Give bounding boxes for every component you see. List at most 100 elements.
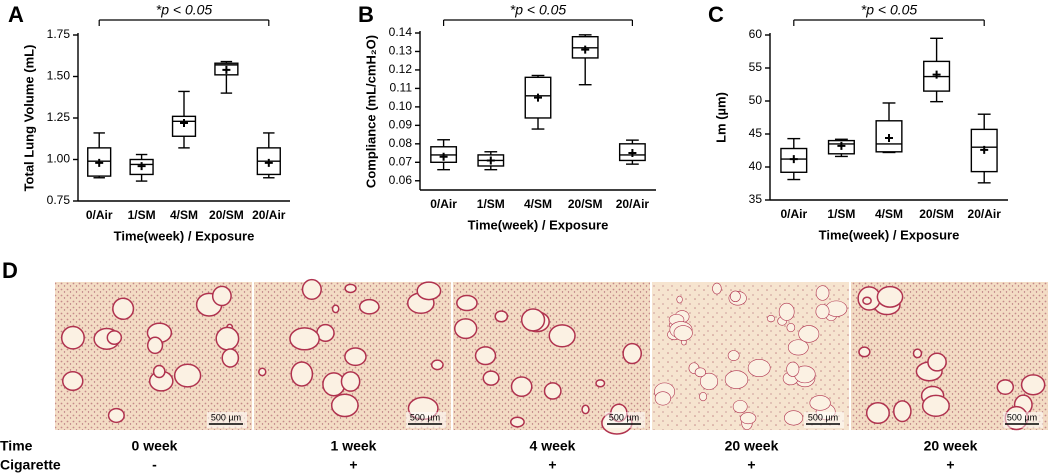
airspace [876,285,904,308]
y-tick-label: 0.11 [390,81,413,95]
airspace [106,330,123,345]
airspace [784,410,804,426]
mean-marker [486,156,495,165]
row-value: 0 week [132,438,178,454]
airspace [815,285,830,301]
y-axis-label: Lm (µm) [713,92,728,143]
airspace [456,294,478,312]
row-label: Time [0,438,33,454]
row-value: + [349,457,357,473]
airspace [146,336,164,355]
y-tick-label: 0.06 [389,173,413,187]
airspace [430,359,444,371]
row-value: + [747,457,755,473]
airspace [694,367,706,378]
y-tick-label: 35 [749,192,763,206]
significance-label: *p < 0.05 [510,2,567,18]
x-tick-label: 0/Air [86,208,113,222]
airspace [301,278,322,301]
mean-marker [534,93,542,102]
scale-bar-label: 500 µm [211,412,241,422]
row-value: 1 week [331,438,377,454]
x-tick-label: 20/SM [919,207,954,221]
x-axis-label: Time(week) / Exposure [114,228,255,243]
airspace [344,283,357,294]
airspace [221,348,240,368]
airspace [215,326,240,351]
airspace [712,282,722,295]
x-tick-label: 4/SM [170,208,198,222]
airspace [724,370,749,389]
airspace [61,370,84,392]
airspace [581,404,590,415]
row-label: Cigarette [0,457,61,473]
significance-label: *p < 0.05 [156,2,213,18]
mean-marker [885,133,893,142]
airspace [60,325,85,350]
airspace [676,295,683,304]
airspace [453,318,478,340]
mean-marker [180,118,188,127]
airspace [766,315,776,323]
airspace [258,367,267,377]
airspace [340,371,361,392]
airspace [1020,374,1046,396]
airspace [107,407,125,424]
panel-label: D [2,258,18,283]
y-tick-label: 0.13 [389,44,413,58]
airspace [815,304,830,319]
y-tick-label: 60 [749,27,763,41]
y-tick-label: 40 [749,159,763,173]
y-tick-label: 0.08 [389,136,413,150]
significance-label: *p < 0.05 [861,2,918,18]
airspace [858,346,871,358]
airspace [912,348,923,359]
row-value: + [548,457,556,473]
airspace [510,376,533,397]
airspace [862,296,872,305]
airspace [927,352,947,372]
airspace [211,285,232,307]
airspace [809,395,831,411]
airspace [331,304,340,314]
airspace [622,342,643,365]
y-tick-label: 0.75 [47,193,71,207]
x-tick-label: 20/Air [252,208,286,222]
x-tick-label: 20/Air [968,207,1002,221]
mean-marker [628,149,637,158]
airspace [543,382,562,400]
scale-bar-label: 500 µm [609,412,639,422]
mean-marker [980,145,989,154]
y-axis-label: Total Lung Volume (mL) [21,45,36,192]
airspace [654,391,671,406]
airspace [173,363,202,388]
panel-label: B [358,2,374,27]
airspace [494,310,509,323]
airspace [548,324,576,348]
airspace [699,372,719,390]
y-tick-label: 50 [749,93,763,107]
y-tick-label: 0.12 [389,62,413,76]
mean-marker [837,141,846,150]
y-tick-label: 0.10 [389,99,413,113]
mean-marker [137,162,146,171]
airspace [509,416,525,428]
airspace [152,364,166,379]
x-tick-label: 1/SM [477,197,505,211]
row-value: 20 week [924,438,978,454]
mean-marker [222,65,231,74]
x-axis-label: Time(week) / Exposure [819,227,960,242]
airspace [786,323,796,333]
x-tick-label: 4/SM [875,207,903,221]
row-value: 4 week [530,438,576,454]
scale-bar-label: 500 µm [808,412,838,422]
airspace [730,290,741,303]
airspace [727,350,740,361]
row-value: - [152,457,157,473]
airspace [358,298,380,315]
y-tick-label: 0.14 [389,25,413,39]
airspace [416,281,442,301]
box [875,120,903,153]
y-tick-label: 1.75 [47,27,71,41]
